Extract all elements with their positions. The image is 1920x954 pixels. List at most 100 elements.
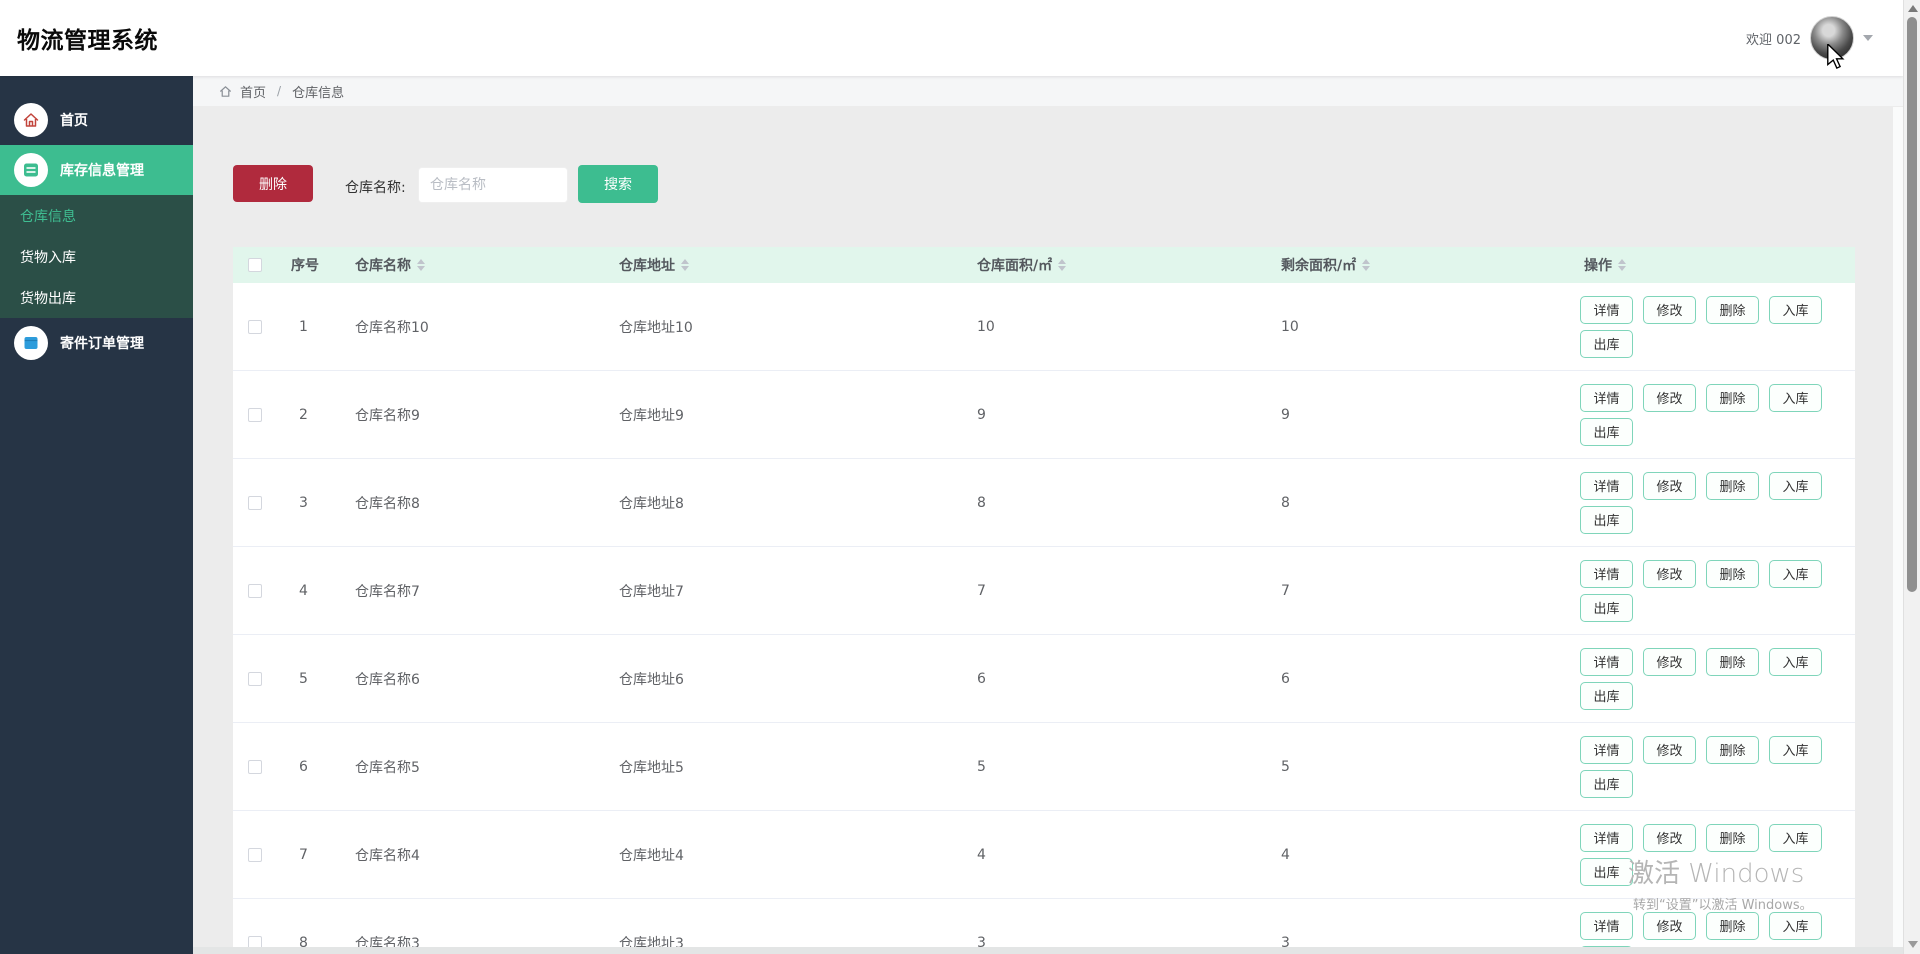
action-button-修改[interactable]: 修改 [1643,823,1696,852]
row-checkbox[interactable] [248,847,262,862]
action-button-入库[interactable]: 入库 [1769,823,1822,852]
action-button-删除[interactable]: 删除 [1706,559,1759,588]
home-icon [14,103,48,137]
action-button-修改[interactable]: 修改 [1643,911,1696,940]
action-button-详情[interactable]: 详情 [1580,559,1633,588]
action-button-详情[interactable]: 详情 [1580,647,1633,676]
action-button-删除[interactable]: 删除 [1706,383,1759,412]
sort-icon[interactable] [417,259,425,271]
sidebar-item-goods-outbound[interactable]: 货物出库 [20,290,76,307]
row-checkbox[interactable] [248,319,262,334]
cell-warehouse-name: 仓库名称3 [355,935,420,952]
action-button-修改[interactable]: 修改 [1643,559,1696,588]
cell-warehouse-area: 5 [977,758,986,775]
sidebar-item-goods-inbound[interactable]: 货物入库 [20,249,76,266]
scroll-down-icon[interactable] [1908,941,1918,948]
table-row: 6 仓库名称5 仓库地址5 5 5 详情 修改 删除 入库 出库 [233,723,1855,811]
action-button-删除[interactable]: 删除 [1706,823,1759,852]
sidebar-item-warehouse-info[interactable]: 仓库信息 [20,208,76,225]
breadcrumb-separator: / [277,84,282,98]
action-button-详情[interactable]: 详情 [1580,735,1633,764]
cell-actions: 详情修改删除入库 出库 [1570,811,1855,898]
action-button-修改[interactable]: 修改 [1643,735,1696,764]
vertical-scrollbar[interactable] [1903,0,1920,954]
column-header-index: 序号 [291,258,319,274]
column-header-name: 仓库名称 [355,258,411,274]
scrollbar-thumb[interactable] [1907,17,1917,592]
cell-remaining-area: 8 [1281,494,1290,511]
cell-index: 5 [299,670,308,687]
sort-icon[interactable] [681,259,689,271]
action-button-删除[interactable]: 删除 [1706,735,1759,764]
breadcrumb-current: 仓库信息 [292,85,345,101]
action-button-修改[interactable]: 修改 [1643,295,1696,324]
action-button-出库[interactable]: 出库 [1580,329,1633,358]
cell-remaining-area: 7 [1281,582,1290,599]
breadcrumb-home[interactable]: 首页 [240,85,267,101]
cell-warehouse-address: 仓库地址5 [619,759,684,776]
action-button-修改[interactable]: 修改 [1643,647,1696,676]
cell-warehouse-address: 仓库地址8 [619,495,684,512]
row-checkbox[interactable] [248,583,262,598]
avatar[interactable] [1810,16,1854,60]
action-button-删除[interactable]: 删除 [1706,295,1759,324]
action-button-出库[interactable]: 出库 [1580,505,1633,534]
action-button-详情[interactable]: 详情 [1580,383,1633,412]
cell-warehouse-name: 仓库名称5 [355,759,420,776]
sidebar-item-label: 库存信息管理 [60,163,144,179]
sort-icon[interactable] [1618,259,1626,271]
warehouse-name-input[interactable] [418,167,568,203]
sort-icon[interactable] [1058,259,1067,271]
action-button-出库[interactable]: 出库 [1580,681,1633,710]
cell-index: 1 [299,318,308,335]
chevron-down-icon[interactable] [1863,35,1873,41]
column-header-area: 仓库面积/㎡ [977,258,1053,274]
action-button-出库[interactable]: 出库 [1580,417,1633,446]
warehouse-name-label: 仓库名称: [345,180,406,196]
action-button-入库[interactable]: 入库 [1769,647,1822,676]
action-button-出库[interactable]: 出库 [1580,857,1633,886]
sidebar-item-shipping-orders[interactable]: 寄件订单管理 [0,318,193,368]
action-button-出库[interactable]: 出库 [1580,593,1633,622]
sidebar-item-inventory-management[interactable]: 库存信息管理 [0,145,193,195]
row-checkbox[interactable] [248,407,262,422]
scroll-up-icon[interactable] [1908,5,1918,12]
action-button-入库[interactable]: 入库 [1769,383,1822,412]
search-button[interactable]: 搜索 [578,165,658,203]
delete-button[interactable]: 删除 [233,165,313,202]
table-row: 5 仓库名称6 仓库地址6 6 6 详情 修改 删除 入库 出库 [233,635,1855,723]
action-button-删除[interactable]: 删除 [1706,911,1759,940]
action-button-修改[interactable]: 修改 [1643,383,1696,412]
action-button-入库[interactable]: 入库 [1769,735,1822,764]
action-button-详情[interactable]: 详情 [1580,823,1633,852]
cell-index: 4 [299,582,308,599]
column-header-remaining: 剩余面积/㎡ [1281,258,1357,274]
action-button-入库[interactable]: 入库 [1769,911,1822,940]
action-button-入库[interactable]: 入库 [1769,559,1822,588]
action-button-详情[interactable]: 详情 [1580,471,1633,500]
row-checkbox[interactable] [248,495,262,510]
action-button-详情[interactable]: 详情 [1580,911,1633,940]
action-button-入库[interactable]: 入库 [1769,471,1822,500]
action-button-修改[interactable]: 修改 [1643,471,1696,500]
sidebar-item-home[interactable]: 首页 [0,95,193,145]
app-title: 物流管理系统 [17,28,158,54]
action-button-入库[interactable]: 入库 [1769,295,1822,324]
action-button-详情[interactable]: 详情 [1580,295,1633,324]
action-button-删除[interactable]: 删除 [1706,647,1759,676]
cell-remaining-area: 9 [1281,406,1290,423]
user-menu[interactable]: 欢迎 002 [1746,16,1873,60]
column-header-actions: 操作 [1584,258,1612,274]
table-row: 4 仓库名称7 仓库地址7 7 7 详情 修改 删除 入库 出库 [233,547,1855,635]
cell-warehouse-area: 9 [977,406,986,423]
cell-index: 8 [299,934,308,951]
action-button-出库[interactable]: 出库 [1580,769,1633,798]
row-checkbox[interactable] [248,671,262,686]
action-button-删除[interactable]: 删除 [1706,471,1759,500]
select-all-checkbox[interactable] [248,258,262,272]
row-checkbox[interactable] [248,759,262,774]
cell-warehouse-name: 仓库名称7 [355,583,420,600]
sort-icon[interactable] [1362,259,1371,271]
